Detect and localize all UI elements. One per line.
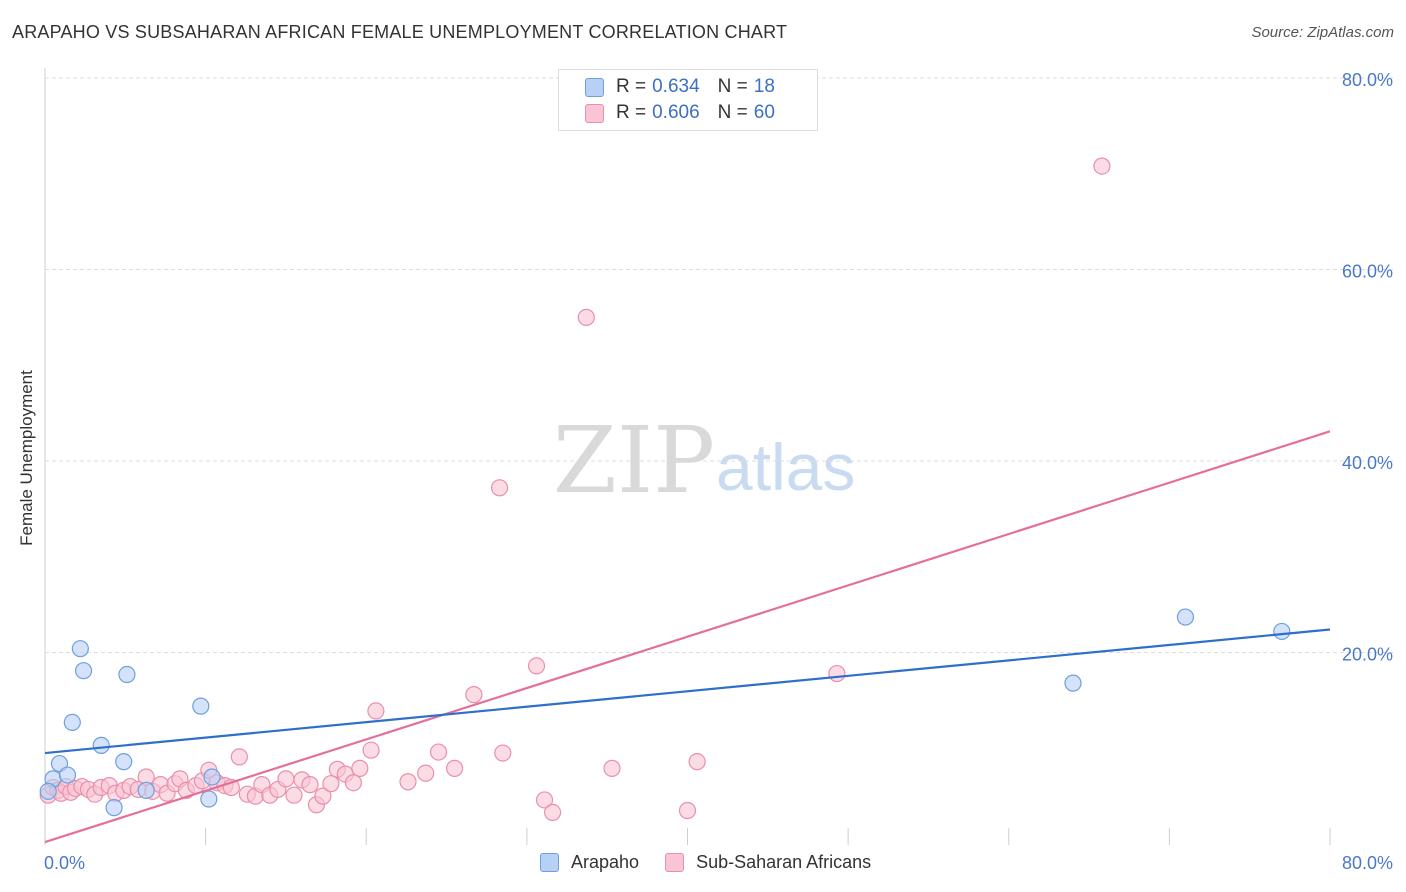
- ssa-point: [351, 759, 369, 777]
- legend-item-ssa[interactable]: Sub-Saharan Africans: [665, 852, 871, 873]
- r-label: R =: [616, 76, 647, 97]
- ssa-point: [603, 759, 621, 777]
- stats-row-arapaho: R = 0.634 N = 18: [585, 75, 775, 99]
- ssa-point: [577, 308, 595, 326]
- chart-title: ARAPAHO VS SUBSAHARAN AFRICAN FEMALE UNE…: [12, 22, 788, 42]
- ssa-point: [1093, 157, 1111, 175]
- arapaho-legend-swatch: [540, 853, 559, 872]
- stats-row-ssa: R = 0.606 N = 60: [585, 101, 775, 125]
- arapaho-point: [203, 768, 221, 786]
- ssa-point: [277, 770, 295, 788]
- arapaho-point: [115, 753, 133, 771]
- arapaho-point: [118, 665, 136, 684]
- r-label: R =: [616, 102, 647, 123]
- ssa-point: [678, 801, 697, 820]
- arapaho-point: [200, 790, 218, 808]
- ssa-point: [828, 664, 846, 683]
- arapaho-point: [1176, 608, 1195, 626]
- ssa-point: [230, 748, 248, 766]
- r-value-arapaho: 0.634: [652, 76, 700, 97]
- x-tick-label: 0.0%: [44, 853, 85, 873]
- n-label: N =: [717, 76, 748, 97]
- n-value-ssa: 60: [753, 102, 775, 123]
- trend-lines: [44, 430, 1331, 844]
- arapaho-point: [63, 713, 81, 731]
- watermark-atlas: atlas: [716, 430, 855, 504]
- y-tick-label: 20.0%: [1342, 645, 1393, 665]
- grid: [45, 77, 1395, 653]
- arapaho-point: [192, 697, 210, 715]
- arapaho-point: [71, 640, 89, 658]
- y-tick-label: 40.0%: [1342, 453, 1393, 473]
- ssa-point: [322, 775, 340, 793]
- arapaho-point: [74, 662, 93, 680]
- ssa-point: [429, 743, 448, 761]
- arapaho-point: [92, 736, 110, 754]
- ssa-point: [301, 776, 319, 794]
- r-value-ssa: 0.606: [652, 102, 700, 123]
- ssa-point: [362, 741, 380, 759]
- arapaho-point: [58, 766, 77, 784]
- arapaho-point: [1064, 674, 1082, 692]
- source-credit: Source: ZipAtlas.com: [1251, 24, 1394, 41]
- ssa-trend-line: [44, 430, 1331, 844]
- ssa-point: [543, 803, 562, 822]
- y-tick-label: 80.0%: [1342, 70, 1393, 90]
- ssa-point: [527, 657, 546, 675]
- n-label: N =: [717, 102, 748, 123]
- arapaho-trend-line: [44, 628, 1331, 755]
- ssa-point: [445, 759, 464, 777]
- stats-legend: R = 0.634 N = 18 R = 0.606 N = 60: [558, 69, 818, 131]
- legend-label-ssa: Sub-Saharan Africans: [696, 852, 872, 872]
- axes: [44, 68, 1331, 845]
- n-value-arapaho: 18: [753, 76, 775, 97]
- ssa-point: [399, 773, 417, 791]
- ssa-point: [314, 787, 332, 805]
- y-tick-label: 60.0%: [1342, 262, 1393, 282]
- ssa-point: [344, 774, 362, 792]
- ssa-point: [417, 764, 435, 782]
- legend-item-arapaho[interactable]: Arapaho: [540, 852, 639, 873]
- arapaho-point: [105, 799, 123, 817]
- x-tick-label: 80.0%: [1342, 853, 1393, 873]
- arapaho-point: [39, 782, 57, 800]
- ssa-point: [465, 686, 483, 704]
- legend-label-arapaho: Arapaho: [571, 852, 640, 872]
- series-legend: Arapaho Sub-Saharan Africans: [540, 852, 897, 873]
- arapaho-point: [137, 781, 155, 799]
- ssa-swatch: [585, 103, 604, 123]
- ssa-point: [285, 786, 303, 804]
- tick-labels: 20.0% 40.0% 60.0% 80.0% 0.0% 80.0%: [44, 70, 1393, 873]
- ssa-legend-swatch: [665, 853, 685, 872]
- arapaho-point: [1273, 622, 1291, 641]
- ssa-point: [490, 479, 509, 497]
- ssa-point: [535, 791, 554, 809]
- ssa-point: [367, 702, 385, 720]
- ssa-point: [494, 744, 512, 762]
- arapaho-swatch: [585, 77, 604, 97]
- data-points: [39, 157, 1291, 822]
- ssa-point: [688, 753, 706, 771]
